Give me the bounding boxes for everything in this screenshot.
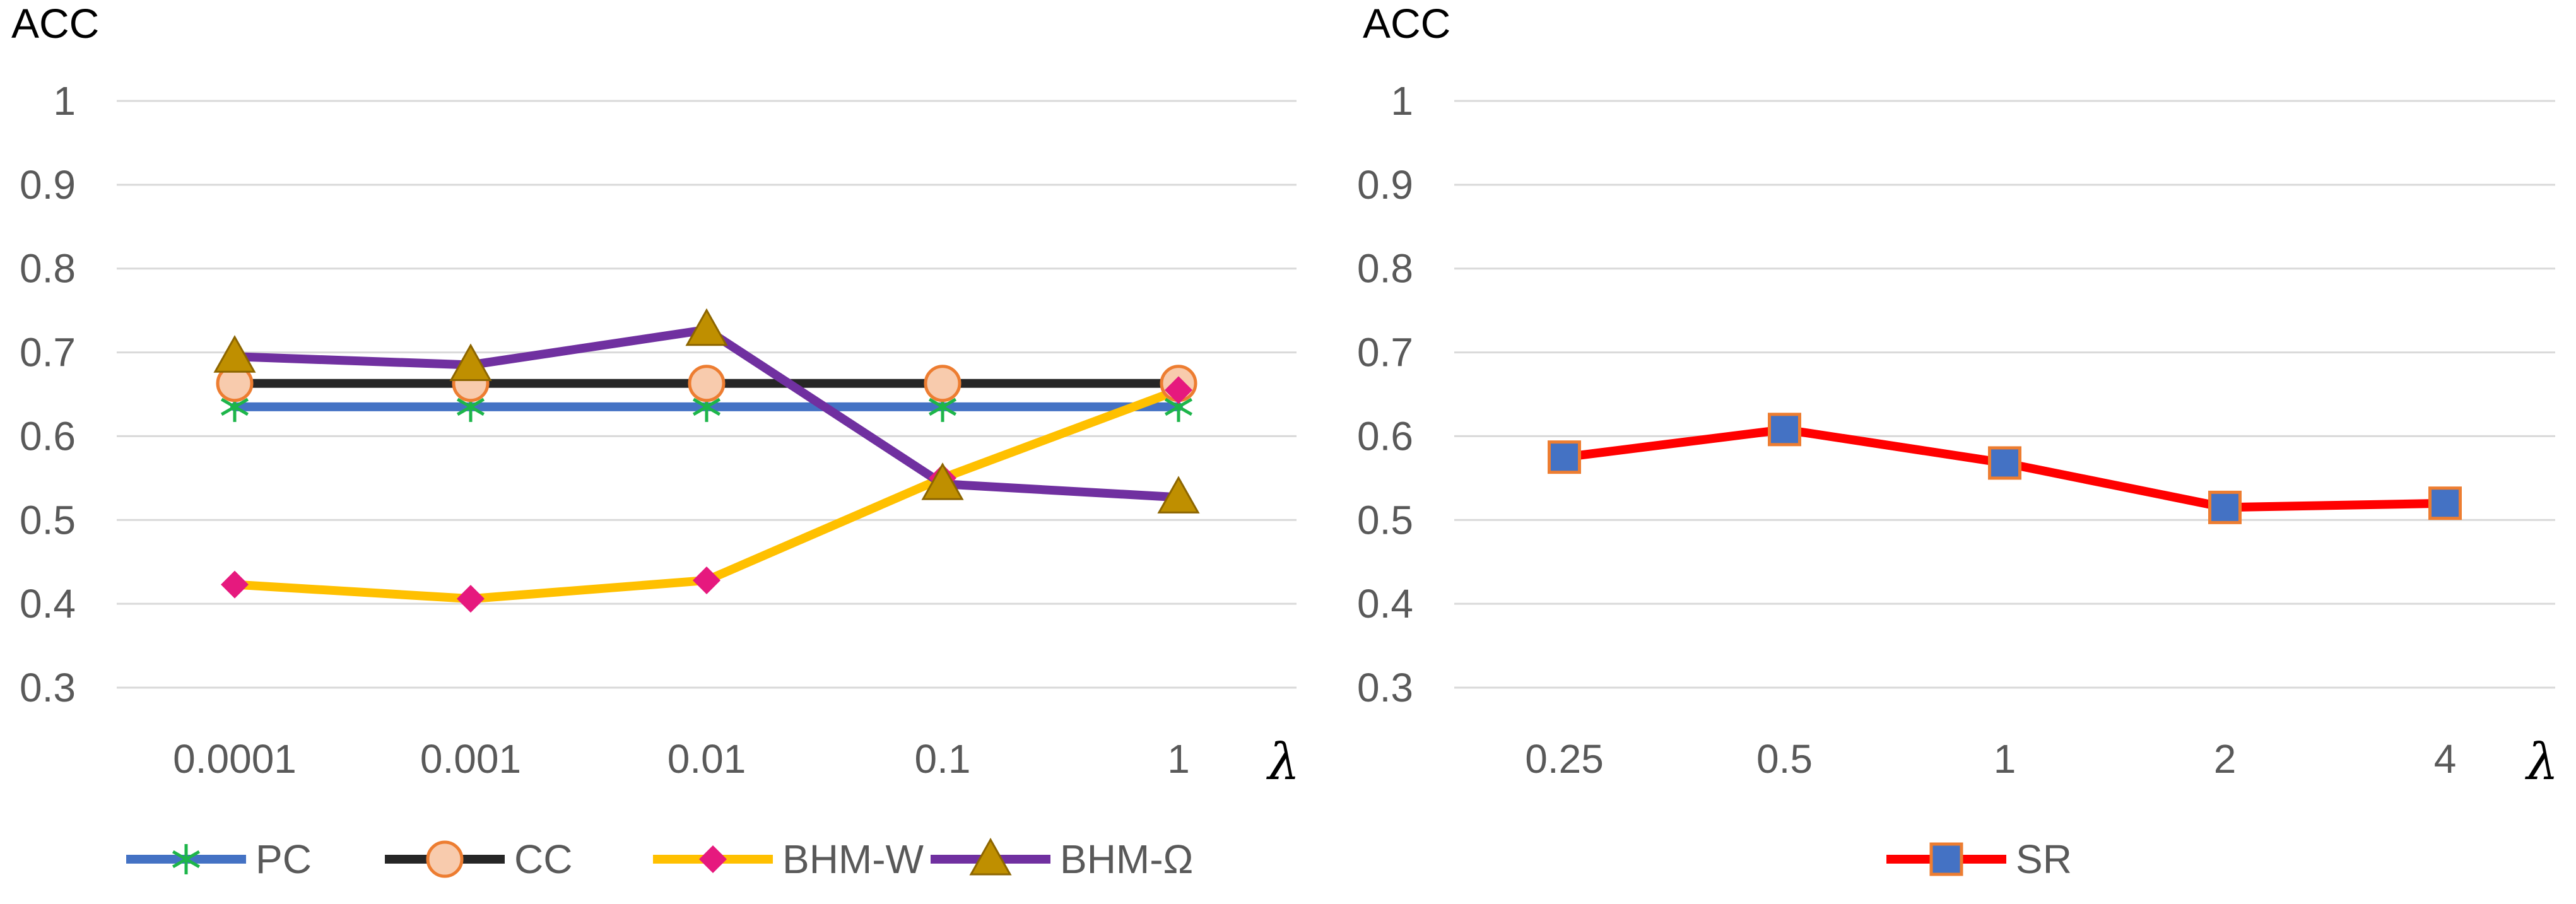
y-tick-label: 1 xyxy=(53,78,76,124)
y-tick-label: 0.7 xyxy=(20,330,76,375)
data-point-bhm-w xyxy=(693,566,720,594)
y-tick-label: 0.3 xyxy=(1357,665,1413,710)
data-point-bhm-w xyxy=(457,585,485,613)
x-axis-label: λ xyxy=(1266,732,1300,791)
data-point-bhm-w xyxy=(1165,376,1192,404)
data-point-cc xyxy=(688,365,726,402)
y-tick-label: 1 xyxy=(1391,78,1413,124)
legend-label: PC xyxy=(256,836,312,882)
left-chart-panel: ACC 1 0.9 0.8 0.7 0.6 0.5 0.4 0.3 0.0001 0.001 0.01… xyxy=(11,0,1300,882)
chart-title: ACC xyxy=(11,0,99,47)
data-point-sr xyxy=(1768,413,1801,447)
data-point-bhm-ω xyxy=(449,343,492,381)
y-tick-label: 0.7 xyxy=(1357,330,1413,375)
x-tick-label: 1 xyxy=(1994,736,2016,782)
legend-label: BHM-Ω xyxy=(1060,836,1193,882)
legend-marker xyxy=(172,844,201,874)
legend-marker xyxy=(426,840,464,878)
legend-marker xyxy=(969,837,1012,876)
y-tick-label: 0.5 xyxy=(1357,497,1413,543)
x-tick-label: 2 xyxy=(2214,736,2237,782)
legend-item: BHM-W xyxy=(653,836,924,882)
data-point-bhm-ω xyxy=(921,462,964,500)
y-tick-label: 0.4 xyxy=(1357,581,1413,626)
legend-item: PC xyxy=(126,836,312,882)
legend-item: SR xyxy=(1886,836,2072,882)
data-point-sr xyxy=(1548,440,1581,474)
legend-label: SR xyxy=(2016,836,2072,882)
x-tick-label: 1 xyxy=(1167,736,1190,782)
y-tick-label: 0.5 xyxy=(20,497,76,543)
data-point-bhm-ω xyxy=(213,335,256,373)
y-tick-label: 0.6 xyxy=(1357,413,1413,459)
y-tick-label: 0.3 xyxy=(20,665,76,710)
y-tick-label: 0.4 xyxy=(20,581,76,626)
chart-title: ACC xyxy=(1363,0,1450,47)
x-tick-label: 4 xyxy=(2434,736,2457,782)
y-tick-label: 0.8 xyxy=(20,246,76,291)
y-tick-label: 0.9 xyxy=(20,162,76,208)
x-axis-label: λ xyxy=(2525,732,2559,791)
x-tick-label: 0.001 xyxy=(420,736,521,782)
x-tick-label: 0.01 xyxy=(668,736,746,782)
data-point-cc xyxy=(924,365,962,402)
y-tick-label: 0.8 xyxy=(1357,246,1413,291)
legend-marker xyxy=(699,845,727,873)
data-point-sr xyxy=(1988,446,2021,480)
x-tick-label: 0.5 xyxy=(1756,736,1813,782)
right-chart-panel: ACC 1 0.9 0.8 0.7 0.6 0.5 0.4 0.3 0.25 0.5 1 2 4 λ SR xyxy=(1357,0,2558,882)
data-point-bhm-w xyxy=(221,570,249,599)
data-point-sr xyxy=(2208,490,2242,524)
x-tick-label: 0.1 xyxy=(915,736,971,782)
legend-label: CC xyxy=(514,836,572,882)
y-tick-label: 0.6 xyxy=(20,413,76,459)
legend-marker xyxy=(1929,842,1963,876)
legend-label: BHM-W xyxy=(782,836,924,882)
x-tick-label: 0.25 xyxy=(1525,736,1604,782)
data-point-bhm-ω xyxy=(1157,476,1200,514)
y-tick-label: 0.9 xyxy=(1357,162,1413,208)
x-tick-label: 0.0001 xyxy=(173,736,297,782)
data-point-sr xyxy=(2428,486,2462,520)
data-point-bhm-ω xyxy=(685,308,728,346)
legend-item: CC xyxy=(385,836,572,882)
legend-item: BHM-Ω xyxy=(931,836,1193,882)
